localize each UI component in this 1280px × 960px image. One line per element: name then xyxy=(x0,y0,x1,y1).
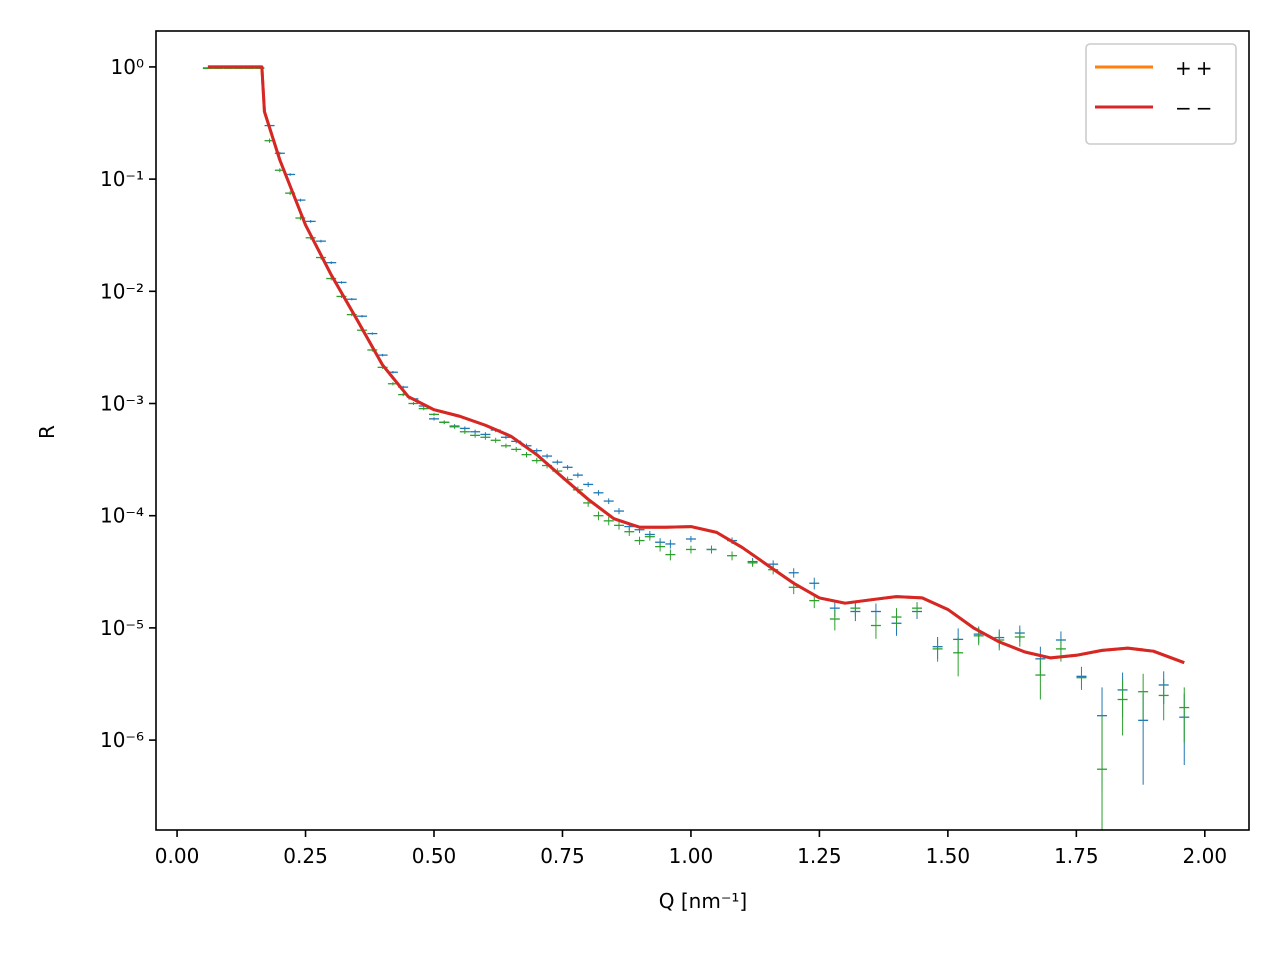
x-axis-label: Q [nm⁻¹] xyxy=(659,889,747,913)
legend: ++ −− xyxy=(1085,43,1237,145)
x-tick-label: 0.00 xyxy=(155,844,200,868)
axes-frame xyxy=(155,30,1250,831)
x-tick-label: 2.00 xyxy=(1183,844,1228,868)
y-axis-label: R xyxy=(35,425,59,439)
y-tick-label: 10⁻³ xyxy=(100,392,144,416)
y-tick-label: 10⁻¹ xyxy=(100,167,144,191)
model-line xyxy=(207,65,1185,665)
y-tick-label: 10⁻⁶ xyxy=(100,728,144,752)
legend-label: −− xyxy=(1175,96,1217,120)
plot-area xyxy=(202,65,1190,830)
legend-label: ++ xyxy=(1175,56,1217,80)
x-tick-label: 0.25 xyxy=(283,844,328,868)
x-tick-label: 0.50 xyxy=(412,844,457,868)
x-tick-label: 1.25 xyxy=(797,844,842,868)
y-tick-label: 10⁻⁵ xyxy=(100,616,144,640)
x-tick-label: 1.50 xyxy=(926,844,971,868)
x-tick-label: 1.00 xyxy=(669,844,714,868)
x-tick-label: 1.75 xyxy=(1054,844,1099,868)
y-tick-label: 10⁻² xyxy=(100,279,144,303)
y-tick-label: 10⁻⁴ xyxy=(100,504,144,528)
y-tick-label: 10⁰ xyxy=(111,55,144,79)
x-tick-label: 0.75 xyxy=(540,844,585,868)
legend-box xyxy=(1085,43,1237,145)
